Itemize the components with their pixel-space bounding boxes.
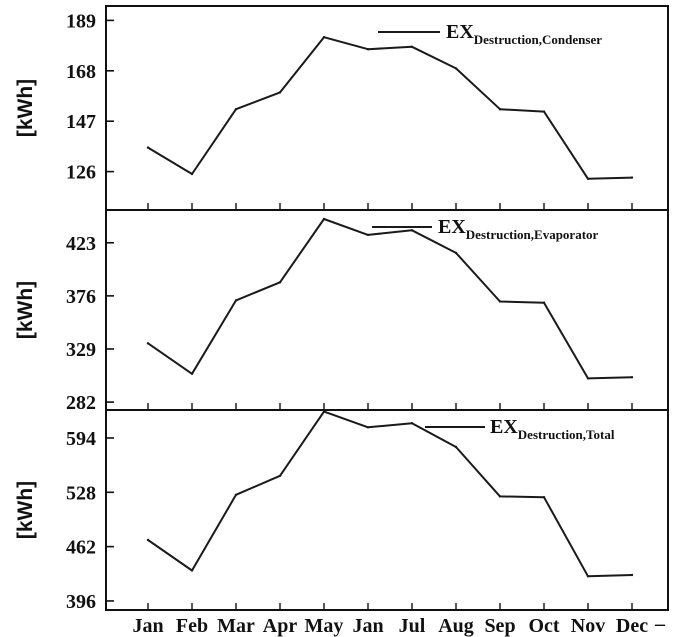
panel-frame (105, 409, 669, 611)
data-point (498, 495, 502, 498)
series-line (147, 218, 633, 380)
data-point (498, 300, 502, 303)
y-axis-label: [kWh] (14, 281, 37, 339)
legend-label: EXDestruction,Condenser (446, 21, 602, 47)
x-extra-tick-label: – (654, 613, 666, 635)
panel-2: 282 329 376 423 [kWh] EXDestruction,Evaporato… (14, 209, 669, 414)
data-point (190, 569, 194, 572)
y-tick-label: 147 (66, 111, 96, 133)
data-point (586, 377, 590, 380)
x-tick-label: Nov (571, 615, 605, 637)
y-tick-label: 168 (66, 61, 96, 83)
y-axis-label: [kWh] (14, 481, 37, 539)
data-point (190, 372, 194, 375)
y-tick-label: 126 (66, 162, 96, 184)
y-tick-label: 462 (66, 537, 96, 559)
legend-label: EXDestruction,Total (490, 416, 615, 442)
data-point (630, 573, 634, 577)
legend: EXDestruction,Evaporator (372, 216, 599, 242)
data-point (454, 67, 458, 70)
x-tick-label: Jan (132, 615, 163, 637)
y-tick-label: 376 (66, 286, 96, 308)
x-tick-label: Apr (263, 615, 298, 637)
data-point (542, 301, 546, 304)
data-point (278, 281, 282, 284)
data-point (146, 342, 150, 345)
data-point (234, 108, 238, 111)
data-point (410, 45, 414, 48)
legend: EXDestruction,Condenser (378, 21, 602, 47)
data-point (146, 146, 150, 149)
data-point (234, 493, 238, 496)
data-point (630, 176, 634, 179)
panel-1: 126 147 168 189 [kWh] EXDestruction,Condenser (14, 5, 669, 211)
chart-panels: 126 147 168 189 [kWh] EXDestruction,Condenser… (14, 5, 669, 613)
data-point (410, 422, 414, 425)
data-point (366, 48, 370, 51)
x-tick-label: Aug (438, 615, 474, 637)
data-point (498, 108, 502, 111)
y-axis-label: [kWh] (14, 79, 37, 137)
data-point (586, 177, 590, 180)
x-tick-label: Feb (176, 615, 208, 637)
y-tick-label: 329 (66, 339, 96, 361)
data-point (586, 575, 590, 578)
x-tick-label: Oct (528, 615, 559, 637)
data-point (278, 91, 282, 94)
data-point (542, 496, 546, 499)
data-point (542, 110, 546, 113)
data-point (366, 426, 370, 429)
y-tick-label: 189 (66, 10, 96, 32)
x-tick-label: Sep (484, 615, 515, 637)
data-point (454, 251, 458, 255)
data-point (146, 538, 150, 542)
data-point (322, 410, 326, 413)
data-point (366, 233, 370, 237)
series-line (147, 36, 633, 180)
data-point (278, 474, 282, 477)
y-tick-label: 423 (66, 233, 96, 255)
series-line (147, 410, 633, 578)
legend-label: EXDestruction,Evaporator (438, 216, 599, 242)
y-tick-label: 594 (66, 428, 96, 450)
panel-3: 396 462 528 594 [kWh] EXDestruction,Total (14, 409, 669, 613)
x-tick-label: May (305, 615, 344, 637)
data-point (630, 376, 634, 379)
x-tick-label: Jan (352, 615, 383, 637)
data-point (454, 445, 458, 449)
legend: EXDestruction,Total (425, 416, 615, 442)
x-tick-label: Dec (616, 615, 648, 637)
y-tick-label: 528 (66, 482, 96, 504)
data-point (322, 36, 326, 39)
y-tick-label: 396 (66, 591, 96, 613)
x-tick-label: Mar (217, 615, 255, 637)
data-point (410, 229, 414, 232)
x-axis: Jan Feb Mar Apr May Jan Jul Aug Sep Oct Nov Dec – (132, 613, 666, 637)
data-point (190, 172, 194, 176)
x-tick-label: Jul (399, 615, 426, 637)
data-point (322, 217, 326, 221)
data-point (234, 299, 238, 302)
y-tick-label: 282 (66, 392, 96, 414)
